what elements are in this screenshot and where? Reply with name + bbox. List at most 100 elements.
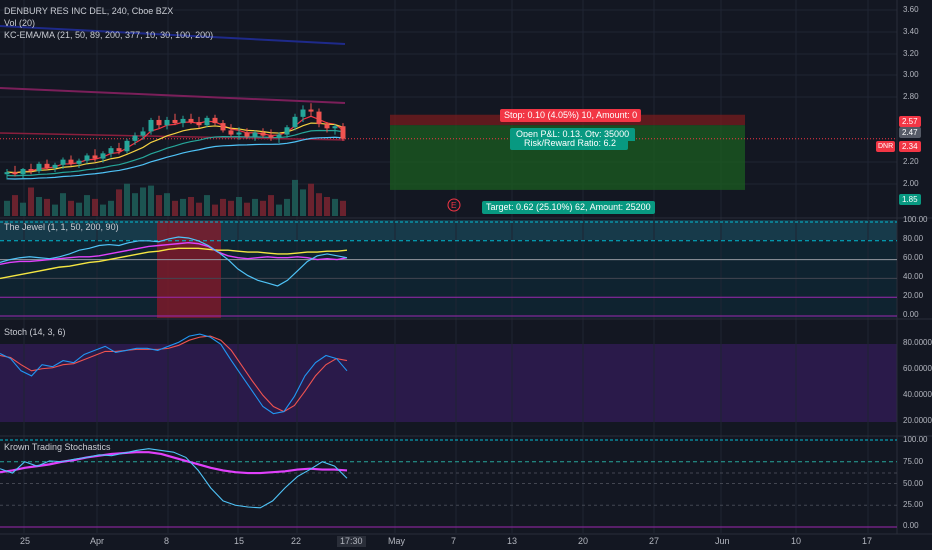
candle-body <box>20 169 26 175</box>
time-tick: 17 <box>862 536 873 546</box>
candle-body <box>252 132 258 137</box>
ma-200-line <box>0 87 346 104</box>
candle-body <box>68 159 74 164</box>
volume-bar <box>20 202 26 216</box>
krown-tick: 0.00 <box>903 521 919 530</box>
volume-bar <box>308 183 314 216</box>
candle-body <box>244 132 250 137</box>
candle-body <box>140 131 146 136</box>
time-tick: 8 <box>164 536 170 546</box>
jewel-tick: 100.00 <box>903 215 928 224</box>
volume-bar <box>52 204 58 216</box>
candle-body <box>44 163 50 168</box>
volume-bar <box>332 198 338 216</box>
jewel-tick: 60.00 <box>903 253 924 262</box>
price-tick: 3.60 <box>903 5 919 14</box>
jewel-upper-band <box>0 220 897 240</box>
volume-bar <box>228 200 234 216</box>
entry-price-tag: 2.47 <box>899 127 921 138</box>
candle-body <box>300 109 306 117</box>
volume-bar <box>172 200 178 216</box>
volume-bar <box>68 200 74 216</box>
volume-bar <box>324 197 330 216</box>
risk-reward-label: Risk/Reward Ratio: 6.2 <box>510 137 629 150</box>
time-tick: 22 <box>291 536 302 546</box>
stoch-tick: 60.0000 <box>903 364 932 373</box>
time-tick: Jun <box>715 536 730 546</box>
volume-bar <box>188 197 194 216</box>
time-tick: 15 <box>234 536 245 546</box>
krown-indicator-title[interactable]: Krown Trading Stochastics <box>4 442 111 452</box>
stoch-d-line <box>0 335 348 413</box>
volume-bar <box>316 193 322 216</box>
stoch-tick: 40.0000 <box>903 390 932 399</box>
candle-body <box>100 153 106 159</box>
stoch-band <box>0 344 897 422</box>
volume-bar <box>220 198 226 216</box>
moving-average-line <box>6 136 344 180</box>
candle-body <box>172 119 178 124</box>
jewel-mid-line <box>0 241 348 265</box>
jewel-indicator-title[interactable]: The Jewel (1, 1, 50, 200, 90) <box>4 222 119 232</box>
candle-body <box>196 122 202 126</box>
time-tick: 25 <box>20 536 31 546</box>
volume-indicator-title[interactable]: Vol (20) <box>4 18 36 28</box>
candle-body <box>92 155 98 159</box>
jewel-tick: 0.00 <box>903 310 919 319</box>
time-tick: May <box>388 536 406 546</box>
volume-bar <box>36 197 42 216</box>
time-tick: 17:30 <box>337 536 366 547</box>
candle-body <box>308 109 314 112</box>
candle-body <box>324 124 330 129</box>
volume-bar <box>44 198 50 216</box>
candle-body <box>4 172 10 175</box>
earnings-circle <box>447 198 461 212</box>
volume-bar <box>148 185 154 216</box>
jewel-slow-line <box>0 247 348 280</box>
volume-bar <box>180 198 186 216</box>
candle-body <box>292 116 298 128</box>
candle-body <box>12 172 18 175</box>
candle-body <box>36 163 42 172</box>
kc-ema-indicator-title[interactable]: KC-EMA/MA (21, 50, 89, 200, 377, 10, 30,… <box>4 30 214 40</box>
volume-bar <box>12 195 18 216</box>
price-tick: 2.00 <box>903 179 919 188</box>
target-label: Target: 0.62 (25.10%) 62, Amount: 25200 <box>482 201 655 214</box>
time-tick: 7 <box>451 536 457 546</box>
volume-bar <box>268 195 274 216</box>
time-tick: 27 <box>649 536 660 546</box>
candle-body <box>188 118 194 123</box>
price-tick: 2.80 <box>903 92 919 101</box>
candle-body <box>236 132 242 135</box>
stop-price-tag: 2.57 <box>899 116 921 127</box>
candle-body <box>316 111 322 125</box>
volume-bar <box>284 198 290 216</box>
volume-bar <box>156 195 162 216</box>
jewel-tick: 80.00 <box>903 234 924 243</box>
stoch-indicator-title[interactable]: Stoch (14, 3, 6) <box>4 327 66 337</box>
stop-label: Stop: 0.10 (4.05%) 10, Amount: 0 <box>500 109 642 122</box>
stoch-tick: 20.0000 <box>903 416 932 425</box>
candle-body <box>52 164 58 168</box>
jewel-tick: 40.00 <box>903 272 924 281</box>
jewel-highlight-zone <box>157 221 221 318</box>
time-tick: 13 <box>507 536 518 546</box>
krown-tick: 25.00 <box>903 500 924 509</box>
jewel-tick: 20.00 <box>903 291 924 300</box>
volume-bar <box>4 200 10 216</box>
candle-body <box>76 160 82 164</box>
candle-body <box>260 132 266 136</box>
volume-bar <box>108 200 114 216</box>
volume-bar <box>340 200 346 216</box>
volume-bar <box>76 202 82 216</box>
symbol-title[interactable]: DENBURY RES INC DEL, 240, Cboe BZX <box>4 6 174 16</box>
candle-body <box>276 134 282 138</box>
price-tick: 2.20 <box>903 157 919 166</box>
volume-bar <box>28 187 34 216</box>
earnings-marker[interactable]: E <box>451 201 457 210</box>
volume-bar <box>164 193 170 216</box>
price-tick: 3.20 <box>903 49 919 58</box>
volume-bar <box>300 189 306 216</box>
volume-bar <box>244 202 250 216</box>
